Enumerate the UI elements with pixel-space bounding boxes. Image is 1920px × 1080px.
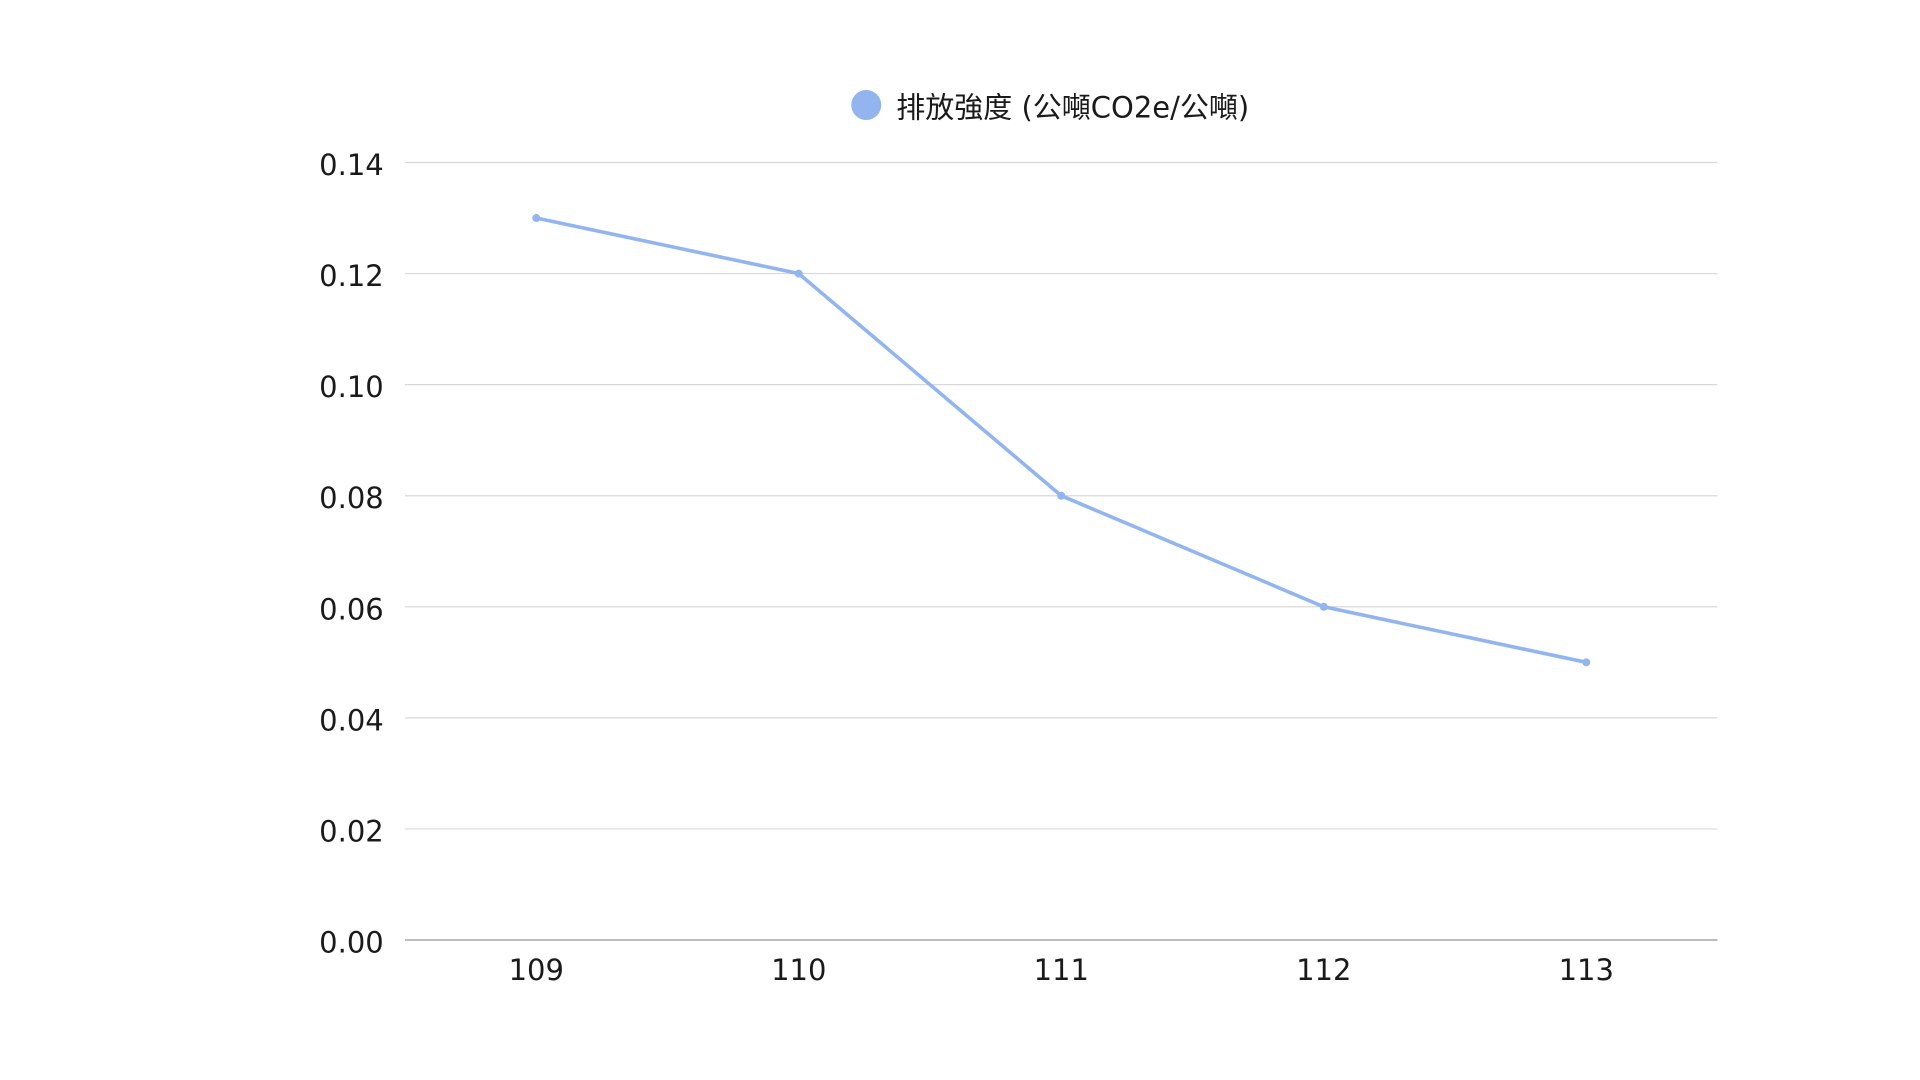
y-tick-label: 0.04 — [319, 703, 384, 737]
legend: 排放強度 (公噸CO2e/公噸) — [851, 90, 1249, 125]
series-group — [532, 214, 1591, 667]
x-tick-label: 112 — [1296, 953, 1351, 987]
x-tick-label: 111 — [1034, 953, 1089, 987]
y-tick-label: 0.14 — [319, 148, 384, 182]
legend-marker — [851, 90, 882, 120]
x-tick-label: 110 — [771, 953, 826, 987]
series-line — [534, 216, 1589, 665]
y-tick-label: 0.06 — [319, 592, 384, 626]
data-point — [1582, 658, 1591, 667]
x-axis: 109 110 111 112 113 — [405, 939, 1718, 987]
y-tick-label: 0.10 — [319, 370, 384, 404]
data-point — [532, 214, 541, 223]
y-axis: 0.00 0.02 0.04 0.06 0.08 0.10 0.12 0.14 — [319, 148, 384, 960]
y-tick-label: 0.12 — [319, 259, 384, 293]
gridlines — [405, 161, 1718, 830]
legend-label: 排放強度 (公噸CO2e/公噸) — [896, 91, 1249, 125]
data-point — [1319, 602, 1328, 611]
x-tick-label: 113 — [1559, 953, 1614, 987]
data-point — [794, 269, 803, 278]
y-tick-label: 0.08 — [319, 481, 384, 515]
y-tick-label: 0.02 — [319, 814, 384, 848]
data-point — [1057, 491, 1066, 500]
x-tick-label: 109 — [509, 953, 564, 987]
y-tick-label: 0.00 — [319, 926, 384, 960]
